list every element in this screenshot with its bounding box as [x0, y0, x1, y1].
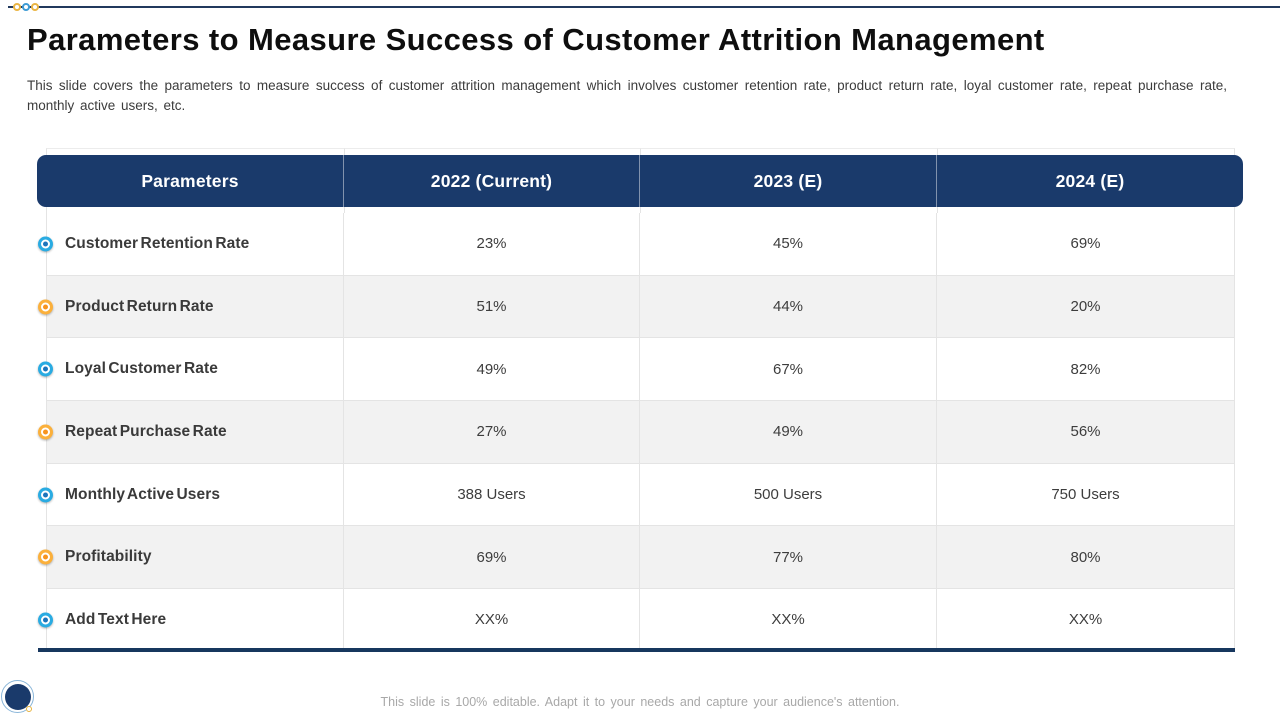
- cell-2022: 69%: [344, 526, 640, 589]
- cell-2023: 500 Users: [640, 463, 937, 526]
- cell-2024: 82%: [937, 338, 1235, 401]
- cell-2024: 69%: [937, 213, 1235, 275]
- table-row: Repeat Purchase Rate 27% 49% 56%: [38, 401, 1235, 464]
- bullet-ring-icon: [38, 549, 53, 565]
- accent-dot-yellow-icon: [31, 3, 39, 11]
- cell-2024: XX%: [937, 589, 1235, 651]
- row-label: Product Return Rate: [46, 275, 344, 338]
- cell-2024: 750 Users: [937, 463, 1235, 526]
- footer-note: This slide is 100% editable. Adapt it to…: [380, 695, 900, 709]
- cell-2023: XX%: [640, 589, 937, 651]
- table-row: Monthly Active Users 388 Users 500 Users…: [38, 463, 1235, 527]
- accent-dot-yellow-icon: [13, 3, 21, 11]
- cell-2022: 388 Users: [344, 463, 640, 526]
- slide-logo: [1, 680, 36, 715]
- bullet-ring-icon: [38, 612, 53, 628]
- table-row: Profitability 69% 77% 80%: [38, 526, 1235, 590]
- row-label: Profitability: [46, 526, 344, 589]
- cell-2022: 51%: [344, 275, 640, 338]
- table-row: Add Text Here XX% XX% XX%: [38, 589, 1235, 652]
- cell-2022: 49%: [344, 338, 640, 401]
- cell-2022: 27%: [344, 401, 640, 463]
- bullet-ring-icon: [38, 236, 53, 252]
- top-accent-line: [8, 6, 1280, 8]
- row-label: Monthly Active Users: [46, 463, 344, 526]
- cell-2023: 77%: [640, 526, 937, 589]
- row-label: Add Text Here: [46, 589, 344, 651]
- accent-dot-blue-icon: [22, 3, 30, 11]
- parameters-table: Parameters 2022 (Current) 2023 (E) 2024 …: [37, 148, 1243, 652]
- table-row: Customer Retention Rate 23% 45% 69%: [38, 213, 1235, 276]
- cell-2022: XX%: [344, 589, 640, 651]
- cell-2022: 23%: [344, 213, 640, 275]
- header-band: Parameters 2022 (Current) 2023 (E) 2024 …: [37, 155, 1243, 207]
- table-row: Product Return Rate 51% 44% 20%: [38, 275, 1235, 339]
- column-header-2022: 2022 (Current): [344, 155, 640, 207]
- table-row: Loyal Customer Rate 49% 67% 82%: [38, 338, 1235, 402]
- top-accent-dots: [13, 3, 39, 11]
- logo-circle-icon: [5, 684, 31, 710]
- row-label: Repeat Purchase Rate: [46, 401, 344, 463]
- logo-dot-icon: [26, 706, 32, 712]
- cell-2023: 45%: [640, 213, 937, 275]
- logo-ring-icon: [1, 680, 34, 713]
- cell-2023: 67%: [640, 338, 937, 401]
- column-header-2023: 2023 (E): [640, 155, 937, 207]
- slide-title: Parameters to Measure Success of Custome…: [27, 22, 1045, 57]
- cell-2023: 44%: [640, 275, 937, 338]
- bullet-ring-icon: [38, 487, 53, 503]
- bullet-ring-icon: [38, 299, 53, 315]
- column-header-2024: 2024 (E): [1055, 171, 1125, 191]
- row-label: Customer Retention Rate: [46, 213, 344, 275]
- table-underline: [38, 648, 1235, 652]
- cell-2024: 20%: [937, 275, 1235, 338]
- column-header-parameters: Parameters: [37, 155, 344, 207]
- cell-2024: 80%: [937, 526, 1235, 589]
- row-label: Loyal Customer Rate: [46, 338, 344, 401]
- cell-2023: 49%: [640, 401, 937, 463]
- bullet-ring-icon: [38, 361, 53, 377]
- table-header: Parameters 2022 (Current) 2023 (E) 2024 …: [37, 148, 1243, 213]
- slide-subtitle: This slide covers the parameters to meas…: [27, 78, 1227, 113]
- cell-2024: 56%: [937, 401, 1235, 463]
- bullet-ring-icon: [38, 424, 53, 440]
